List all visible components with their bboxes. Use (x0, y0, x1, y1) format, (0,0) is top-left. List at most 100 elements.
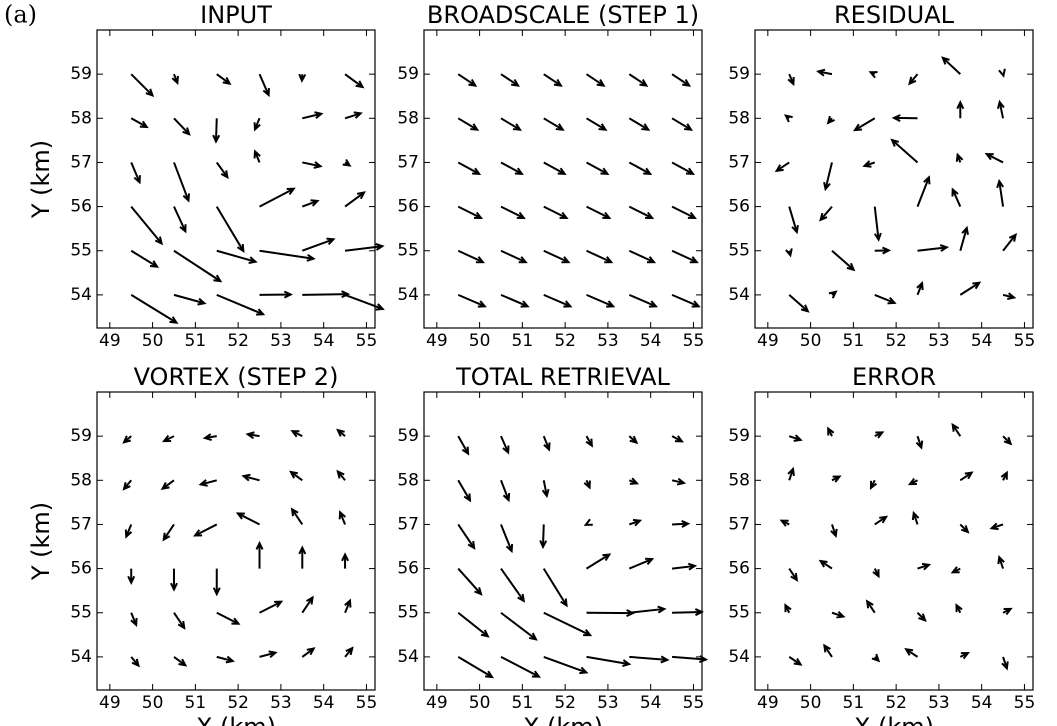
vector-arrow (956, 605, 962, 613)
x-tick-label: 51 (843, 693, 865, 713)
x-tick-label: 55 (1014, 331, 1036, 351)
vector-arrow (992, 523, 1003, 529)
vector-arrow (960, 653, 968, 659)
vector-arrow (629, 607, 664, 613)
vector-arrow (1001, 473, 1007, 481)
vector-arrow (871, 72, 878, 78)
figure: (a) INPUT49505152535455545556575859Y (km… (0, 0, 1057, 726)
vector-arrow (999, 69, 1005, 76)
vector-arrow (131, 74, 152, 95)
vector-arrow (957, 102, 963, 118)
x-tick-label: 52 (554, 331, 576, 351)
vector-arrow (255, 151, 261, 162)
vector-arrow (458, 524, 474, 548)
vector-arrow (957, 155, 963, 163)
vector-arrow (543, 480, 549, 496)
x-tick-label: 52 (885, 331, 907, 351)
x-tick-label: 52 (554, 693, 576, 713)
y-tick-label: 57 (70, 514, 92, 534)
vector-arrow (174, 118, 189, 134)
vector-arrow (126, 524, 132, 536)
y-tick-label: 59 (70, 426, 92, 446)
vector-arrow (906, 649, 917, 657)
vector-arrow (501, 524, 512, 551)
vector-arrow (917, 283, 923, 295)
vector-arrow (960, 473, 971, 481)
vector-arrow (916, 436, 922, 447)
vector-arrow (501, 162, 522, 173)
vector-arrow (672, 521, 688, 527)
vector-arrow (821, 561, 832, 569)
y-axis-label: Y (km) (27, 140, 55, 219)
x-tick-label: 49 (99, 331, 121, 351)
vector-arrow (824, 645, 832, 656)
y-tick-label: 54 (397, 285, 419, 305)
axes-frame (755, 30, 1033, 328)
vector-arrow (960, 524, 968, 532)
x-tick-label: 54 (640, 693, 662, 713)
vector-arrow (345, 193, 364, 207)
y-tick-label: 58 (728, 470, 750, 490)
vector-arrow (586, 436, 592, 446)
vector-arrow (260, 251, 314, 261)
x-tick-label: 54 (313, 331, 335, 351)
vector-arrow (788, 74, 794, 84)
vector-arrow (875, 432, 883, 438)
panel-title: RESIDUAL (834, 1, 955, 29)
vector-arrow (629, 118, 648, 129)
vector-arrow (501, 657, 539, 677)
vector-arrow (174, 207, 186, 232)
vector-arrow (873, 569, 879, 577)
vector-arrow (824, 162, 832, 189)
vector-arrow (201, 480, 217, 486)
y-tick-label: 59 (728, 426, 750, 446)
vector-arrow (302, 598, 312, 613)
vector-arrow (338, 430, 345, 436)
vector-arrow (458, 295, 485, 307)
vector-arrow (960, 283, 979, 295)
y-tick-label: 56 (728, 197, 750, 217)
vector-arrow (832, 612, 843, 618)
vector-arrow (875, 247, 889, 253)
vector-arrow (952, 189, 960, 206)
vector-arrow (584, 480, 590, 487)
vector-arrow (892, 140, 917, 162)
x-tick-label: 51 (512, 331, 534, 351)
vector-arrow (629, 436, 636, 442)
vector-arrow (340, 512, 346, 524)
vector-arrow (998, 102, 1004, 118)
vector-arrow (875, 295, 895, 303)
y-tick-label: 56 (397, 559, 419, 579)
vector-arrow (256, 543, 262, 568)
vector-arrow (131, 613, 137, 625)
x-tick-label: 49 (757, 331, 779, 351)
vector-arrow (789, 207, 798, 232)
vector-arrow (629, 656, 667, 662)
vector-arrow (458, 207, 481, 218)
vector-arrow (302, 200, 317, 206)
x-tick-label: 53 (270, 693, 292, 713)
vector-arrow (997, 181, 1003, 206)
vector-arrow (302, 162, 320, 168)
vector-arrow (672, 118, 691, 129)
vector-arrow (238, 513, 260, 524)
y-tick-label: 59 (397, 426, 419, 446)
vector-arrow (260, 651, 276, 657)
x-tick-label: 53 (270, 331, 292, 351)
y-tick-label: 58 (70, 108, 92, 128)
vector-arrow (124, 436, 131, 442)
y-tick-label: 59 (70, 64, 92, 84)
vector-arrow (501, 118, 520, 129)
panel-title: TOTAL RETRIEVAL (455, 363, 670, 391)
panel-title: ERROR (852, 363, 936, 391)
vector-arrow (260, 292, 291, 298)
vector-arrow (789, 569, 797, 580)
vector-arrow (458, 569, 481, 594)
vector-arrow (131, 118, 147, 127)
vector-arrow (164, 524, 174, 539)
vector-arrow (163, 480, 174, 488)
vector-arrow (131, 251, 157, 267)
vector-arrow (831, 524, 837, 535)
